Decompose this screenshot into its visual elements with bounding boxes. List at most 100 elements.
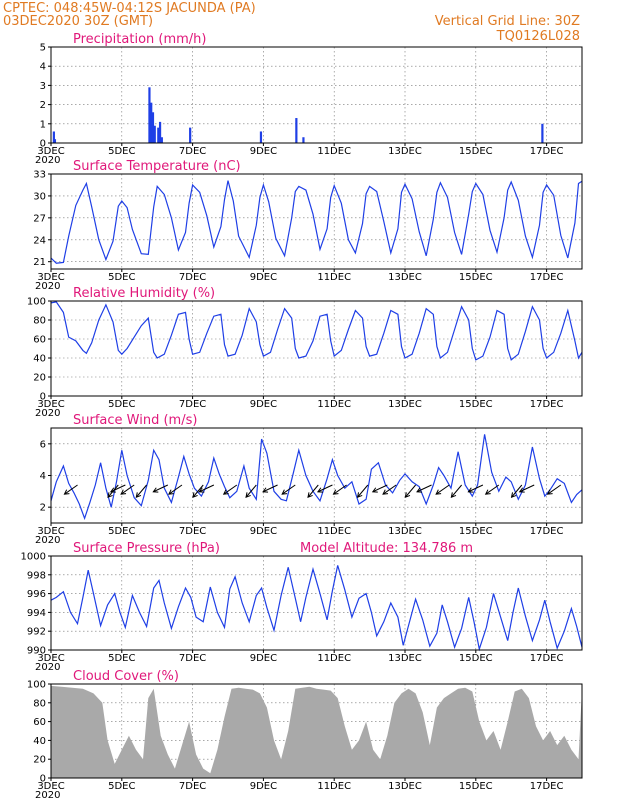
pressure-ytick-label: 996 [27,589,46,600]
wind-arrow-shaft [435,484,450,495]
pressure-xtick-label: 3DEC [37,653,64,664]
wind-arrow [382,484,397,495]
temp-ytick-label: 33 [33,170,46,181]
wind-arrow-shaft [120,484,135,495]
rh-ytick-label: 60 [33,335,46,346]
wind-arrow-shaft [357,484,369,498]
rh-xtick-label: 9DEC [250,399,277,410]
rh-ytick-label: 80 [33,316,46,327]
header-run-time: 03DEC2020 30Z (GMT) [3,14,153,29]
wind-arrow-shaft [450,484,463,498]
precip-ytick-label: 3 [40,81,46,92]
rh-xtick-label: 7DEC [179,399,206,410]
precip-panel: 3DEC 5DEC 7DEC 9DEC 11DEC 13DEC 15DEC 17DEC2020… [35,32,583,166]
wind-arrow-shaft [416,484,432,493]
wind-ytick-label: 6 [40,439,46,450]
wind-arrow [332,484,347,495]
wind-panel: 3DEC 5DEC 7DEC 9DEC 11DEC 13DEC 15DEC 17DEC 2020… [35,413,583,546]
wind-arrow-shaft [110,484,126,493]
precip-xtick-label: 15DEC [459,146,493,157]
cloud-ytick-label: 20 [33,755,46,766]
precip-ytick-label: 4 [40,62,46,73]
rh-year-label: 2020 [35,408,60,419]
wind-arrow-head [510,492,517,499]
wind-arrow [109,484,126,493]
cloud-ytick-label: 100 [27,680,46,691]
wind-arrow [518,484,535,493]
pressure-ytick-label: 990 [27,646,46,657]
wind-arrow-shaft [135,484,147,498]
temp-xtick-label: 7DEC [179,272,206,283]
rh-xtick-label: 3DEC [37,399,64,410]
wind-arrow [316,484,333,493]
precip-xtick-label: 11DEC [317,146,351,157]
pressure-xtick-label: 5DEC [108,653,135,664]
wind-arrow-shaft [382,484,397,495]
wind-arrow-head [109,487,116,493]
wind-arrow [404,484,417,499]
wind-arrow-shaft [468,484,484,493]
wind-arrow-head [371,487,378,493]
pressure-subtitle: Model Altitude: 134.786 m [300,541,473,556]
precip-year-label: 2020 [35,155,60,166]
rh-xtick-label: 17DEC [530,399,564,410]
wind-arrow-shaft [547,484,562,495]
wind-title: Surface Wind (m/s) [73,413,197,428]
panels-group: 3DEC 5DEC 7DEC 9DEC 11DEC 13DEC 15DEC 17DEC2020… [21,32,583,800]
wind-arrow-shaft [307,484,319,498]
wind-arrow-shaft [511,484,523,498]
precip-xtick-label: 5DEC [108,146,135,157]
wind-arrow [371,484,388,493]
temp-panel: 3DEC 5DEC 7DEC 9DEC 11DEC 13DEC 15DEC 17DEC 2020… [33,159,583,292]
wind-arrow-head [168,489,174,495]
wind-arrow [135,484,147,499]
wind-arrow-shaft [317,484,333,493]
cloud-xtick-label: 3DEC [37,781,64,792]
cloud-xtick-label: 7DEC [179,781,206,792]
temp-series-line [50,180,583,264]
pressure-ytick-label: 1000 [21,552,46,563]
precip-bar [158,121,162,143]
temp-title: Surface Temperature (nC) [73,159,241,174]
rh-ytick-label: 0 [40,392,46,403]
temp-xtick-label: 11DEC [317,272,351,283]
cloud-xtick-label: 17DEC [530,781,564,792]
wind-arrow-shaft [153,484,169,493]
wind-arrow [416,484,432,493]
wind-xtick-label: 9DEC [250,526,277,537]
precip-frame [50,46,583,144]
wind-arrow-head [107,492,113,499]
wind-arrow-head [262,487,269,493]
header-model-id: TQ0126L028 [496,29,580,44]
wind-arrow [467,484,484,493]
wind-arrow-head [546,489,553,495]
wind-frame [50,427,583,524]
wind-arrow [510,484,523,499]
pressure-xtick-label: 13DEC [388,653,422,664]
pressure-year-label: 2020 [35,662,60,673]
precip-bar [160,137,163,143]
precip-bar [295,118,298,143]
wind-series-line [50,434,583,521]
cloud-year-label: 2020 [35,790,60,800]
temp-ytick-label: 21 [33,257,46,268]
wind-xtick-label: 7DEC [179,526,206,537]
rh-ytick-label: 20 [33,373,46,384]
temp-xtick-label: 15DEC [459,272,493,283]
temp-year-label: 2020 [35,281,60,292]
wind-arrow-head [281,489,288,495]
wind-arrow-shaft [245,484,257,498]
pressure-ytick-label: 994 [27,608,46,619]
wind-ytick-label: 2 [40,503,46,514]
precip-ytick-label: 1 [40,119,46,130]
wind-arrow-head [316,487,323,493]
wind-year-label: 2020 [35,535,60,546]
wind-arrow-head [484,489,491,495]
wind-arrow [152,484,169,493]
precip-xtick-label: 7DEC [179,146,206,157]
wind-arrow [281,484,296,495]
wind-arrow-shaft [168,484,183,495]
wind-arrow [484,484,500,495]
rh-ytick-label: 40 [33,354,46,365]
precip-bar [150,102,153,143]
